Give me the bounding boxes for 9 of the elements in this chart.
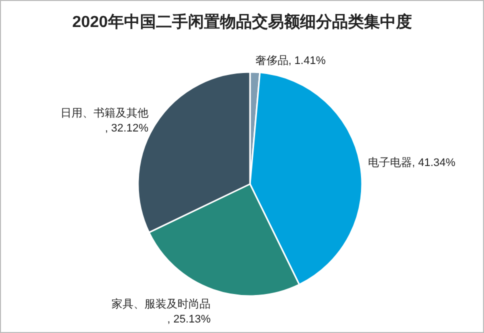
- data-label: , 25.13%: [167, 313, 211, 326]
- data-label: , 1.41%: [288, 55, 326, 68]
- slice-label: 日用、书籍及其他: [60, 106, 148, 120]
- slice-label: 奢侈品: [255, 55, 288, 68]
- slice-label: 电子电器: [368, 156, 412, 170]
- data-label: , 32.12%: [105, 122, 149, 135]
- slice-label: 家具、服装及时尚品: [112, 297, 211, 310]
- chart-title: 2020年中国二手闲置物品交易额细分品类集中度: [72, 12, 412, 31]
- data-label: , 41.34%: [412, 157, 456, 170]
